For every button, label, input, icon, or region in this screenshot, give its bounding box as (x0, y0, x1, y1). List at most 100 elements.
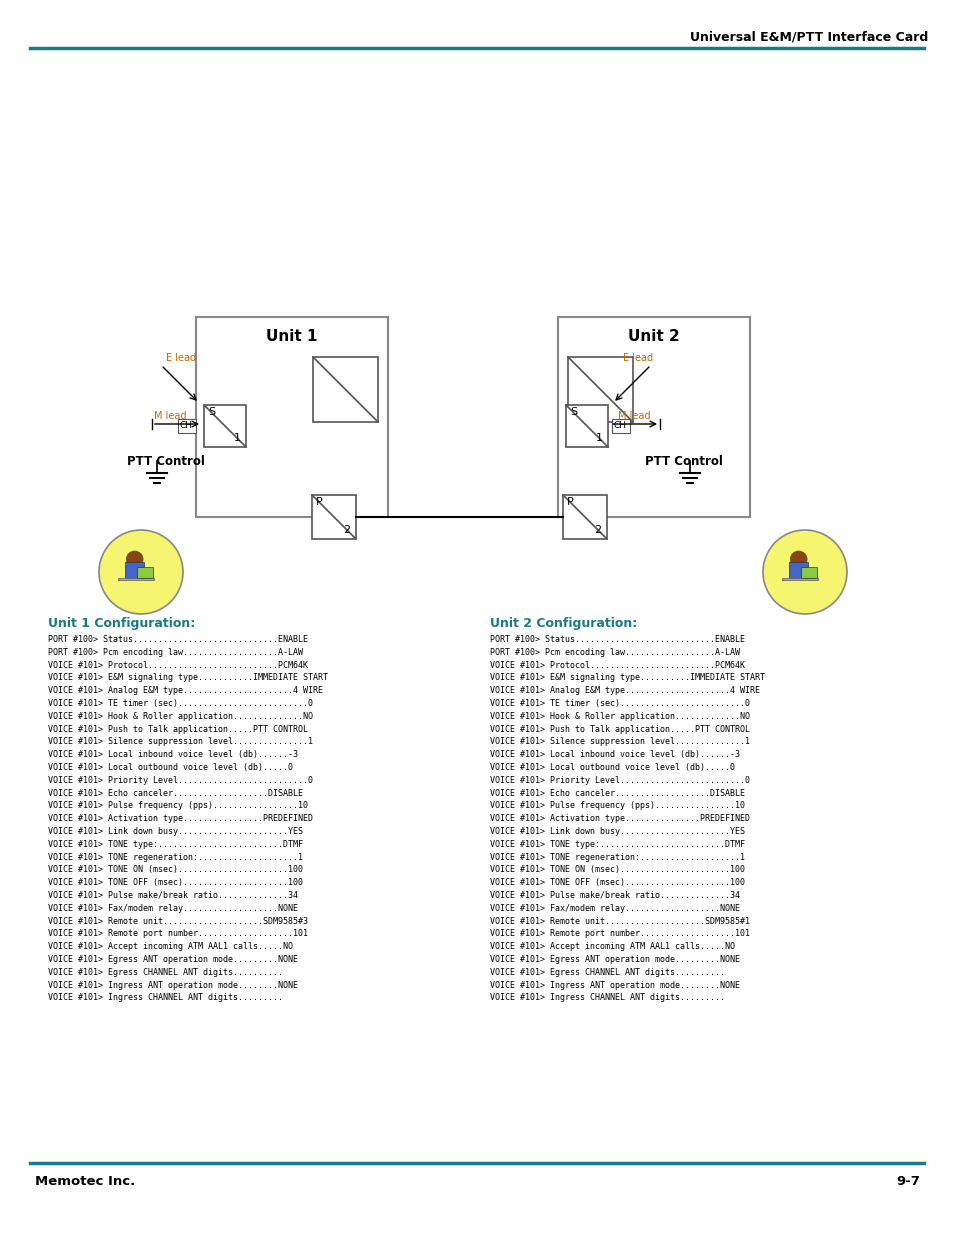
Bar (136, 567, 152, 578)
Text: VOICE #101> TONE regeneration:....................1: VOICE #101> TONE regeneration:..........… (48, 852, 303, 862)
Text: VOICE #101> Activation type................PREDEFINED: VOICE #101> Activation type.............… (48, 814, 313, 824)
Text: VOICE #101> Analog E&M type......................4 WIRE: VOICE #101> Analog E&M type.............… (48, 687, 323, 695)
Text: M lead: M lead (618, 411, 650, 421)
Bar (204, 405, 246, 447)
Text: VOICE #101> Fax/modem relay...................NONE: VOICE #101> Fax/modem relay.............… (48, 904, 297, 913)
Bar (567, 357, 633, 422)
Text: VOICE #101> Push to Talk application.....PTT CONTROL: VOICE #101> Push to Talk application....… (48, 725, 308, 734)
Text: VOICE #101> Ingress ANT operation mode........NONE: VOICE #101> Ingress ANT operation mode..… (490, 981, 740, 989)
Text: VOICE #101> E&M signaling type..........IMMEDIATE START: VOICE #101> E&M signaling type..........… (490, 673, 764, 683)
Text: VOICE #101> Hook & Roller application.............NO: VOICE #101> Hook & Roller application...… (490, 711, 749, 721)
Text: VOICE #101> Activation type...............PREDEFINED: VOICE #101> Activation type.............… (490, 814, 749, 824)
Text: Unit 1: Unit 1 (266, 329, 317, 345)
Text: VOICE #101> Pulse make/break ratio..............34: VOICE #101> Pulse make/break ratio......… (48, 890, 297, 900)
Text: VOICE #101> Local inbound voice level (db)......-3: VOICE #101> Local inbound voice level (d… (48, 750, 297, 760)
Text: P: P (566, 496, 573, 508)
Bar (118, 578, 153, 580)
Text: S: S (569, 408, 577, 417)
Text: E lead: E lead (166, 353, 196, 363)
Text: Universal E&M/PTT Interface Card: Universal E&M/PTT Interface Card (689, 30, 927, 43)
Text: VOICE #101> Priority Level.........................0: VOICE #101> Priority Level..............… (490, 776, 749, 784)
Text: VOICE #101> Silence suppression level..............1: VOICE #101> Silence suppression level...… (490, 737, 749, 746)
Text: VOICE #101> TE timer (sec)..........................0: VOICE #101> TE timer (sec)..............… (48, 699, 313, 708)
Text: VOICE #101> Egress ANT operation mode.........NONE: VOICE #101> Egress ANT operation mode...… (48, 955, 297, 965)
Circle shape (762, 530, 846, 614)
Text: VOICE #101> TONE type:.........................DTMF: VOICE #101> TONE type:..................… (48, 840, 303, 848)
Text: CH: CH (180, 421, 193, 431)
Text: VOICE #101> E&M signaling type...........IMMEDIATE START: VOICE #101> E&M signaling type..........… (48, 673, 328, 683)
Text: VOICE #101> TONE ON (msec)......................100: VOICE #101> TONE ON (msec)..............… (48, 866, 303, 874)
Text: VOICE #101> TONE ON (msec)......................100: VOICE #101> TONE ON (msec)..............… (490, 866, 744, 874)
Text: 2: 2 (594, 525, 600, 535)
Text: VOICE #101> Echo canceler...................DISABLE: VOICE #101> Echo canceler...............… (48, 789, 303, 798)
Text: 2: 2 (343, 525, 350, 535)
Text: VOICE #101> Link down busy......................YES: VOICE #101> Link down busy..............… (490, 827, 744, 836)
Text: PORT #100> Pcm encoding law...................A-LAW: PORT #100> Pcm encoding law.............… (48, 648, 303, 657)
Bar (125, 562, 144, 578)
Text: VOICE #101> Link down busy......................YES: VOICE #101> Link down busy..............… (48, 827, 303, 836)
Text: VOICE #101> Silence suppression level...............1: VOICE #101> Silence suppression level...… (48, 737, 313, 746)
Text: PORT #100> Pcm encoding law..................A-LAW: PORT #100> Pcm encoding law.............… (490, 648, 740, 657)
Text: Memotec Inc.: Memotec Inc. (35, 1174, 135, 1188)
Text: VOICE #101> Fax/modem relay...................NONE: VOICE #101> Fax/modem relay.............… (490, 904, 740, 913)
Bar (178, 419, 195, 433)
Text: Unit 2: Unit 2 (627, 329, 679, 345)
Text: VOICE #101> Accept incoming ATM AAL1 calls.....NO: VOICE #101> Accept incoming ATM AAL1 cal… (490, 942, 734, 951)
Text: VOICE #101> Ingress CHANNEL ANT digits.........: VOICE #101> Ingress CHANNEL ANT digits..… (48, 993, 283, 1003)
Text: VOICE #101> Local inbound voice level (db)......-3: VOICE #101> Local inbound voice level (d… (490, 750, 740, 760)
Text: VOICE #101> Push to Talk application.....PTT CONTROL: VOICE #101> Push to Talk application....… (490, 725, 749, 734)
Text: VOICE #101> Ingress ANT operation mode........NONE: VOICE #101> Ingress ANT operation mode..… (48, 981, 297, 989)
Text: VOICE #101> Pulse frequency (pps)................10: VOICE #101> Pulse frequency (pps).......… (490, 802, 744, 810)
Text: VOICE #101> TONE OFF (msec).....................100: VOICE #101> TONE OFF (msec).............… (490, 878, 744, 887)
Bar (558, 317, 749, 517)
Text: 1: 1 (233, 433, 241, 443)
Bar (612, 419, 629, 433)
Text: E lead: E lead (622, 353, 653, 363)
Text: VOICE #101> Analog E&M type.....................4 WIRE: VOICE #101> Analog E&M type.............… (490, 687, 760, 695)
Text: VOICE #101> Pulse frequency (pps).................10: VOICE #101> Pulse frequency (pps).......… (48, 802, 308, 810)
Text: 1: 1 (596, 433, 602, 443)
Text: VOICE #101> Ingress CHANNEL ANT digits.........: VOICE #101> Ingress CHANNEL ANT digits..… (490, 993, 724, 1003)
Text: VOICE #101> Egress CHANNEL ANT digits..........: VOICE #101> Egress CHANNEL ANT digits...… (48, 968, 283, 977)
Text: P: P (315, 496, 322, 508)
Bar (312, 495, 355, 538)
Bar (562, 495, 606, 538)
Bar (800, 567, 816, 578)
Bar (781, 578, 817, 580)
Bar (195, 317, 388, 517)
Text: VOICE #101> Egress CHANNEL ANT digits..........: VOICE #101> Egress CHANNEL ANT digits...… (490, 968, 724, 977)
Text: VOICE #101> Local outbound voice level (db).....0: VOICE #101> Local outbound voice level (… (48, 763, 293, 772)
Text: VOICE #101> TONE OFF (msec).....................100: VOICE #101> TONE OFF (msec).............… (48, 878, 303, 887)
Text: VOICE #101> Pulse make/break ratio..............34: VOICE #101> Pulse make/break ratio......… (490, 890, 740, 900)
Text: VOICE #101> Protocol..........................PCM64K: VOICE #101> Protocol....................… (48, 661, 308, 669)
Bar (788, 562, 807, 578)
Text: Unit 1 Configuration:: Unit 1 Configuration: (48, 618, 195, 630)
Text: Unit 2 Configuration:: Unit 2 Configuration: (490, 618, 637, 630)
Text: PORT #100> Status.............................ENABLE: PORT #100> Status.......................… (48, 635, 308, 643)
Text: VOICE #101> Accept incoming ATM AAL1 calls.....NO: VOICE #101> Accept incoming ATM AAL1 cal… (48, 942, 293, 951)
Text: VOICE #101> Egress ANT operation mode.........NONE: VOICE #101> Egress ANT operation mode...… (490, 955, 740, 965)
Text: VOICE #101> Echo canceler...................DISABLE: VOICE #101> Echo canceler...............… (490, 789, 744, 798)
Circle shape (789, 551, 806, 568)
Text: S: S (208, 408, 214, 417)
Text: VOICE #101> Remote port number...................101: VOICE #101> Remote port number..........… (490, 930, 749, 939)
Text: M lead: M lead (153, 411, 186, 421)
Bar (313, 357, 377, 422)
Text: PTT Control: PTT Control (644, 454, 722, 468)
Text: VOICE #101> Local outbound voice level (db).....0: VOICE #101> Local outbound voice level (… (490, 763, 734, 772)
Text: VOICE #101> Remote unit....................SDM9585#1: VOICE #101> Remote unit.................… (490, 916, 749, 925)
Text: 9-7: 9-7 (895, 1174, 919, 1188)
Circle shape (126, 551, 143, 568)
Text: VOICE #101> TONE regeneration:....................1: VOICE #101> TONE regeneration:..........… (490, 852, 744, 862)
Text: VOICE #101> Protocol.........................PCM64K: VOICE #101> Protocol....................… (490, 661, 744, 669)
Text: PORT #100> Status............................ENABLE: PORT #100> Status.......................… (490, 635, 744, 643)
Text: VOICE #101> Hook & Roller application..............NO: VOICE #101> Hook & Roller application...… (48, 711, 313, 721)
Text: VOICE #101> TE timer (sec).........................0: VOICE #101> TE timer (sec)..............… (490, 699, 749, 708)
Text: VOICE #101> Priority Level..........................0: VOICE #101> Priority Level..............… (48, 776, 313, 784)
Bar (565, 405, 607, 447)
Text: PTT Control: PTT Control (127, 454, 205, 468)
Text: CH: CH (614, 421, 626, 431)
Text: VOICE #101> Remote unit....................SDM9585#3: VOICE #101> Remote unit.................… (48, 916, 308, 925)
Text: VOICE #101> TONE type:.........................DTMF: VOICE #101> TONE type:..................… (490, 840, 744, 848)
Circle shape (99, 530, 183, 614)
